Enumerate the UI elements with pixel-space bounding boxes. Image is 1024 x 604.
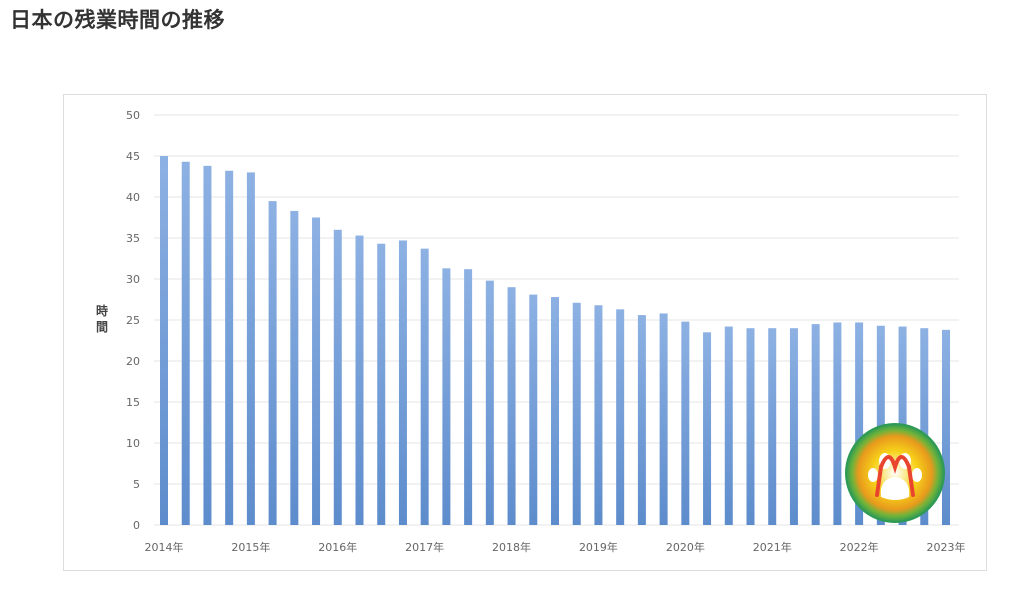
- y-tick-label: 50: [126, 109, 140, 122]
- x-tick-label: 2021年: [753, 540, 792, 554]
- x-tick-label: 2015年: [231, 540, 270, 554]
- bar: [485, 280, 494, 525]
- bar: [789, 328, 798, 525]
- paw-logo-icon: [845, 423, 945, 523]
- x-axis-ticks: 2014年 2015年 2016年 2017年 2018年 2019年 2020年 2021年…: [145, 540, 966, 554]
- bar: [160, 156, 168, 525]
- bar: [920, 328, 929, 525]
- bar: [703, 332, 712, 525]
- bar: [268, 201, 277, 525]
- y-tick-label: 45: [126, 150, 140, 163]
- x-tick-label: 2023年: [927, 540, 966, 554]
- bar: [724, 326, 733, 525]
- y-axis-ticks: 0 5 10 15 20 25 30 35 40 45 50: [126, 109, 140, 532]
- bar: [203, 165, 212, 525]
- bar: [420, 248, 429, 525]
- overtime-bar-chart: 0 5 10 15 20 25 30 35 40 45 50 2014年 2015年 2016年 2017…: [96, 109, 966, 554]
- x-tick-label: 2018年: [492, 540, 531, 554]
- bar: [833, 322, 842, 525]
- bar: [225, 170, 234, 525]
- y-tick-label: 5: [133, 478, 140, 491]
- y-tick-label: 40: [126, 191, 140, 204]
- bar: [746, 328, 755, 525]
- bar: [355, 235, 364, 526]
- bar: [768, 328, 777, 525]
- x-tick-label: 2020年: [666, 540, 705, 554]
- bar: [572, 302, 581, 525]
- bar: [594, 305, 603, 525]
- x-tick-label: 2022年: [840, 540, 879, 554]
- y-tick-label: 0: [133, 519, 140, 532]
- y-tick-label: 30: [126, 273, 140, 286]
- bar: [551, 297, 559, 525]
- bar: [464, 269, 473, 525]
- y-tick-label: 10: [126, 437, 140, 450]
- page-title: 日本の残業時間の推移: [10, 8, 225, 32]
- x-tick-label: 2016年: [318, 540, 357, 554]
- bar: [637, 315, 646, 525]
- y-tick-label: 20: [126, 355, 140, 368]
- bar: [507, 287, 516, 525]
- bar: [246, 172, 255, 525]
- bar: [312, 217, 321, 525]
- bar: [290, 210, 299, 525]
- bar: [659, 313, 668, 525]
- bar: [681, 321, 690, 525]
- bars: [160, 156, 950, 526]
- bar: [811, 324, 820, 525]
- x-tick-label: 2017年: [405, 540, 444, 554]
- bar: [181, 161, 190, 525]
- bar: [855, 322, 864, 525]
- bar: [333, 229, 342, 526]
- y-tick-label: 35: [126, 232, 140, 245]
- x-tick-label: 2014年: [145, 540, 184, 554]
- bar: [616, 309, 625, 525]
- bar: [942, 329, 950, 525]
- bar: [529, 294, 538, 525]
- chart-frame: 0 5 10 15 20 25 30 35 40 45 50 2014年 2015年 2016年 2017…: [63, 94, 987, 571]
- x-tick-label: 2019年: [579, 540, 618, 554]
- bar: [377, 243, 386, 526]
- y-tick-label: 15: [126, 396, 140, 409]
- bar: [442, 268, 451, 525]
- y-tick-label: 25: [126, 314, 140, 327]
- y-axis-title: 時間: [96, 303, 108, 334]
- bar: [398, 240, 407, 525]
